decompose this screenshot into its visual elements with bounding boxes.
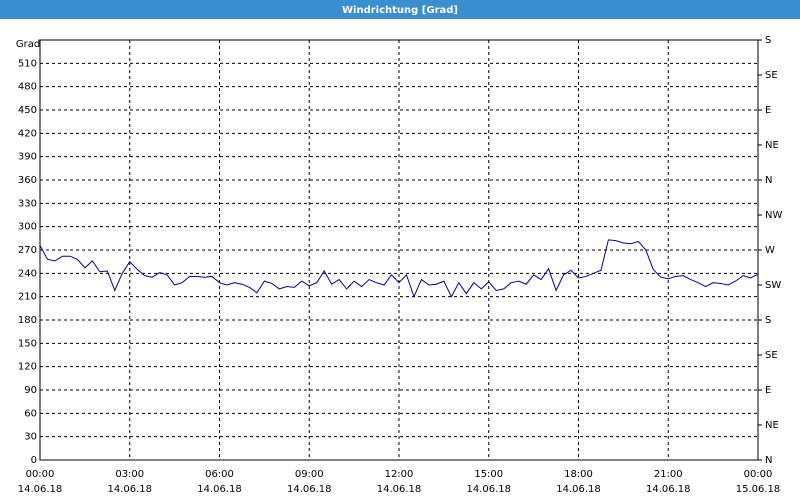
x-tick-date: 15.06.18 xyxy=(736,484,781,495)
y-tick-label: 180 xyxy=(18,315,37,326)
y-tick-label: 0 xyxy=(31,455,37,466)
x-tick-label: 18:00 xyxy=(564,469,593,480)
y2-tick-label: NE xyxy=(765,140,779,151)
x-tick-label: 06:00 xyxy=(205,469,234,480)
x-tick-label: 21:00 xyxy=(654,469,683,480)
y2-tick-label: NE xyxy=(765,420,779,431)
x-tick-label: 09:00 xyxy=(295,469,324,480)
y-tick-label: 30 xyxy=(24,432,37,443)
x-tick-date: 14.06.18 xyxy=(287,484,332,495)
plot-frame xyxy=(39,39,759,461)
x-tick-label: 00:00 xyxy=(744,469,773,480)
x-tick-label: 03:00 xyxy=(115,469,144,480)
y-tick-label: 270 xyxy=(18,245,37,256)
y-tick-label: 450 xyxy=(18,105,37,116)
y-tick-label: 90 xyxy=(24,385,37,396)
y-tick-label: 420 xyxy=(18,128,37,139)
y2-tick-label: SE xyxy=(765,350,778,361)
y-tick-label: 300 xyxy=(18,222,37,233)
chart-title: Windrichtung [Grad] xyxy=(342,5,458,16)
y2-tick-label: E xyxy=(765,105,771,116)
y-tick-label: 150 xyxy=(18,338,37,349)
y-tick-label: 480 xyxy=(18,82,37,93)
x-tick-label: 00:00 xyxy=(26,469,55,480)
y2-tick-label: SE xyxy=(765,70,778,81)
y2-tick-label: SW xyxy=(765,280,781,291)
y-tick-label: 510 xyxy=(18,58,37,69)
x-tick-label: 12:00 xyxy=(385,469,414,480)
x-tick-label: 15:00 xyxy=(474,469,503,480)
y2-tick-label: N xyxy=(765,455,772,466)
y-tick-label: 330 xyxy=(18,198,37,209)
y-tick-label: 360 xyxy=(18,175,37,186)
y2-tick-label: E xyxy=(765,385,771,396)
x-tick-date: 14.06.18 xyxy=(466,484,511,495)
data-line xyxy=(39,239,759,299)
y-tick-label: 60 xyxy=(24,408,37,419)
y2-tick-label: NW xyxy=(765,210,782,221)
y-tick-label: 120 xyxy=(18,362,37,373)
title-bar xyxy=(0,0,800,19)
x-tick-date: 14.06.18 xyxy=(197,484,242,495)
y-axis-label: Grad xyxy=(16,39,40,50)
x-tick-date: 14.06.18 xyxy=(18,484,63,495)
y-tick-label: 240 xyxy=(18,268,37,279)
y2-tick-label: N xyxy=(765,175,772,186)
y-tick-label: 390 xyxy=(18,152,37,163)
y2-tick-label: S xyxy=(765,315,771,326)
y-tick-label: 210 xyxy=(18,292,37,303)
y2-tick-label: S xyxy=(765,35,771,46)
x-tick-date: 14.06.18 xyxy=(646,484,691,495)
x-tick-date: 14.06.18 xyxy=(377,484,422,495)
x-tick-date: 14.06.18 xyxy=(556,484,601,495)
y2-tick-label: W xyxy=(765,245,775,256)
x-tick-date: 14.06.18 xyxy=(107,484,152,495)
